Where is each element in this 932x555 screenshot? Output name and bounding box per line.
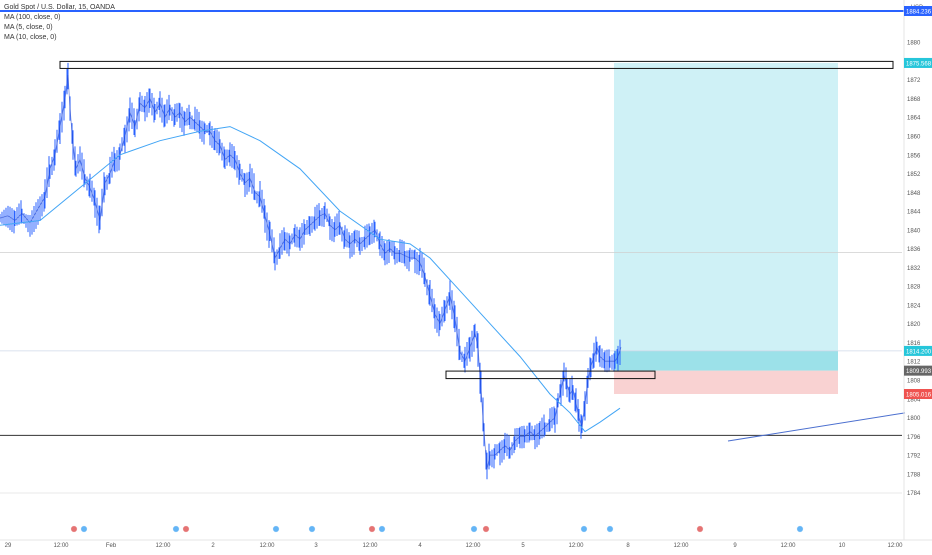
event-marker-icon xyxy=(70,525,78,533)
price-tick-label: 1868 xyxy=(907,97,921,103)
time-tick-label: 8 xyxy=(626,543,630,549)
overlay-layer xyxy=(0,60,906,533)
price-tick-label: 1788 xyxy=(907,472,921,478)
price-label-tag xyxy=(904,6,932,16)
price-tick-label: 1784 xyxy=(907,491,921,497)
symbol-title[interactable]: Gold Spot / U.S. Dollar, 15, OANDA xyxy=(4,4,115,11)
time-tick-label: 12:00 xyxy=(673,543,689,549)
price-tick-label: 1844 xyxy=(907,210,921,216)
indicator-ma5-label[interactable]: MA (5, close, 0) xyxy=(4,24,53,31)
event-marker-icon xyxy=(482,525,490,533)
loss-zone xyxy=(614,370,838,395)
price-tick-label: 1812 xyxy=(907,360,921,366)
event-marker-icon xyxy=(796,525,804,533)
price-tick-label: 1824 xyxy=(907,303,921,309)
price-tick-label: 1872 xyxy=(907,78,921,84)
price-tick-label: 1848 xyxy=(907,191,921,197)
price-tick-label: 1828 xyxy=(907,285,921,291)
price-label-text: 1805.016 xyxy=(906,392,932,398)
event-marker-icon xyxy=(606,525,614,533)
zones-layer xyxy=(614,62,838,395)
time-tick-label: 12:00 xyxy=(465,543,481,549)
event-marker-icon xyxy=(308,525,316,533)
price-tick-label: 1792 xyxy=(907,454,921,460)
price-label-text: 1884.236 xyxy=(906,9,932,15)
indicator-ma100-label[interactable]: MA (100, close, 0) xyxy=(4,14,61,21)
time-tick-label: 12:00 xyxy=(362,543,378,549)
price-tick-label: 1832 xyxy=(907,266,921,272)
event-marker-icon xyxy=(272,525,280,533)
chart-legend: Gold Spot / U.S. Dollar, 15, OANDA MA (1… xyxy=(4,3,115,43)
time-tick-label: 4 xyxy=(418,543,422,549)
price-tick-label: 1860 xyxy=(907,135,921,141)
price-tick-label: 1808 xyxy=(907,379,921,385)
top-range-box xyxy=(59,60,894,69)
event-marker-icon xyxy=(182,525,190,533)
price-tick-label: 1820 xyxy=(907,322,921,328)
event-marker-icon xyxy=(368,525,376,533)
price-tick-label: 1840 xyxy=(907,228,921,234)
price-layer xyxy=(0,62,622,480)
event-marker-icon xyxy=(580,525,588,533)
ma-100-line xyxy=(0,126,621,433)
time-tick-label: 12:00 xyxy=(53,543,69,549)
price-label-tag xyxy=(904,389,932,400)
price-tick-label: 1800 xyxy=(907,416,921,422)
price-label-text: 1875.568 xyxy=(906,61,932,67)
price-label-text: 1814.200 xyxy=(906,349,932,355)
time-tick-label: 9 xyxy=(733,543,737,549)
open-pnl-zone xyxy=(614,350,838,371)
event-marker-icon xyxy=(172,525,180,533)
price-label-tag xyxy=(904,365,932,376)
event-marker-icon xyxy=(470,525,478,533)
price-tick-label: 1796 xyxy=(907,435,921,441)
trend-line xyxy=(727,412,906,442)
time-tick-label: 12:00 xyxy=(887,543,903,549)
time-tick-label: 12:00 xyxy=(155,543,171,549)
price-label-tag xyxy=(904,57,932,68)
time-tick-label: 12:00 xyxy=(568,543,584,549)
event-marker-icon xyxy=(80,525,88,533)
price-label-tag xyxy=(904,345,932,356)
price-tick-label: 1816 xyxy=(907,341,921,347)
profit-zone xyxy=(614,62,838,371)
event-marker-icon xyxy=(696,525,704,533)
price-tick-label: 1804 xyxy=(907,397,921,403)
time-tick-label: 29 xyxy=(5,543,12,549)
time-tick-label: 3 xyxy=(314,543,318,549)
price-tick-label: 1880 xyxy=(907,41,921,47)
time-tick-label: 5 xyxy=(521,543,525,549)
event-marker-icon xyxy=(378,525,386,533)
price-tick-label: 1852 xyxy=(907,172,921,178)
time-tick-label: Feb xyxy=(106,543,117,549)
grid-layer xyxy=(0,10,932,494)
support-box xyxy=(445,370,656,380)
price-tick-label: 1856 xyxy=(907,153,921,159)
price-label-text: 1809.993 xyxy=(906,369,932,375)
time-tick-label: 2 xyxy=(211,543,215,549)
price-tick-label: 1836 xyxy=(907,247,921,253)
indicator-ma10-label[interactable]: MA (10, close, 0) xyxy=(4,34,57,41)
time-tick-label: 10 xyxy=(839,543,846,549)
time-tick-label: 12:00 xyxy=(780,543,796,549)
price-tick-label: 1864 xyxy=(907,116,921,122)
time-tick-label: 12:00 xyxy=(259,543,275,549)
